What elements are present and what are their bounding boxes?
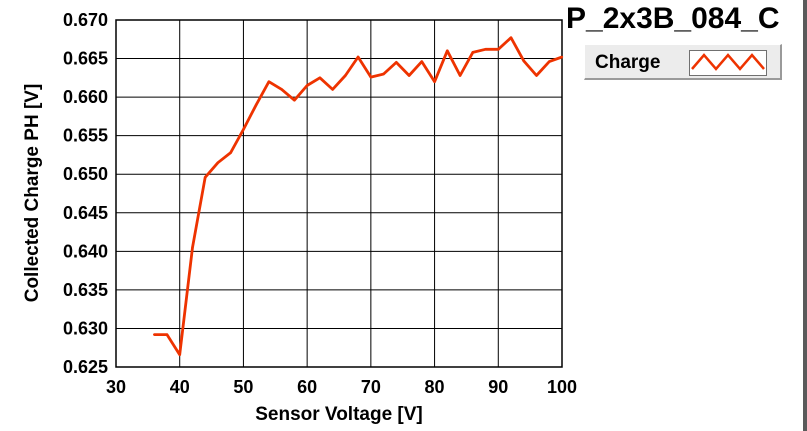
- data-point: [305, 84, 309, 87]
- data-point: [446, 49, 449, 53]
- data-point: [407, 74, 411, 77]
- y-tick-label: 0.665: [63, 49, 108, 69]
- data-point: [280, 88, 283, 91]
- data-point: [344, 74, 347, 77]
- data-point: [267, 80, 271, 83]
- data-point: [216, 161, 220, 164]
- y-tick-label: 0.650: [63, 164, 108, 184]
- data-point: [178, 353, 181, 356]
- y-tick-label: 0.670: [63, 10, 108, 30]
- legend-label-charge: Charge: [595, 52, 661, 73]
- data-point: [204, 176, 207, 179]
- data-point: [153, 333, 156, 336]
- data-point: [382, 72, 385, 76]
- x-tick-label: 30: [106, 377, 126, 397]
- y-tick-label: 0.655: [63, 126, 108, 146]
- x-tick-label: 80: [425, 377, 445, 397]
- series-group: [153, 36, 564, 357]
- legend-line-icon: [691, 53, 765, 71]
- grid-lines: [116, 20, 562, 367]
- data-point: [420, 60, 424, 63]
- x-tick-label: 60: [297, 377, 317, 397]
- data-point: [471, 51, 474, 54]
- data-point: [433, 80, 436, 83]
- data-point: [535, 74, 538, 77]
- y-tick-label: 0.660: [63, 87, 108, 107]
- x-tick-label: 100: [547, 377, 577, 397]
- y-tick-label: 0.625: [63, 357, 108, 377]
- window-edge: [803, 0, 807, 431]
- data-point: [165, 333, 169, 336]
- data-point: [229, 151, 232, 154]
- data-point: [484, 48, 487, 51]
- data-point: [548, 60, 551, 63]
- data-point: [458, 74, 462, 77]
- y-tick-label: 0.635: [63, 280, 108, 300]
- plot-area: [115, 19, 563, 368]
- data-point: [369, 75, 373, 79]
- data-point: [191, 246, 194, 249]
- x-tick-label: 40: [170, 377, 190, 397]
- data-point: [318, 76, 322, 80]
- y-tick-label: 0.645: [63, 203, 108, 223]
- data-point: [242, 128, 245, 131]
- x-tick-label: 70: [361, 377, 381, 397]
- data-point: [254, 103, 258, 107]
- chart-title: P_2x3B_084_C: [566, 2, 780, 35]
- data-point: [293, 98, 296, 102]
- y-axis-label: Collected Charge PH [V]: [22, 84, 43, 303]
- x-tick-labels: 30 40 50 60 70 80 90 100: [106, 377, 577, 397]
- data-point: [395, 61, 398, 64]
- data-point: [497, 48, 500, 51]
- x-tick-label: 50: [233, 377, 253, 397]
- data-point: [509, 36, 513, 39]
- data-point: [356, 55, 360, 59]
- y-tick-label: 0.630: [63, 318, 108, 338]
- legend-swatch-charge: [689, 50, 767, 76]
- y-tick-labels: 0.625 0.630 0.635 0.640 0.645 0.650 0.655 0.660…: [63, 10, 108, 377]
- y-tick-label: 0.640: [63, 241, 108, 261]
- data-point: [331, 88, 334, 91]
- x-tick-label: 90: [488, 377, 508, 397]
- x-axis-label: Sensor Voltage [V]: [255, 404, 423, 425]
- legend: Charge: [584, 44, 782, 80]
- data-point: [560, 55, 564, 59]
- data-point: [522, 59, 525, 63]
